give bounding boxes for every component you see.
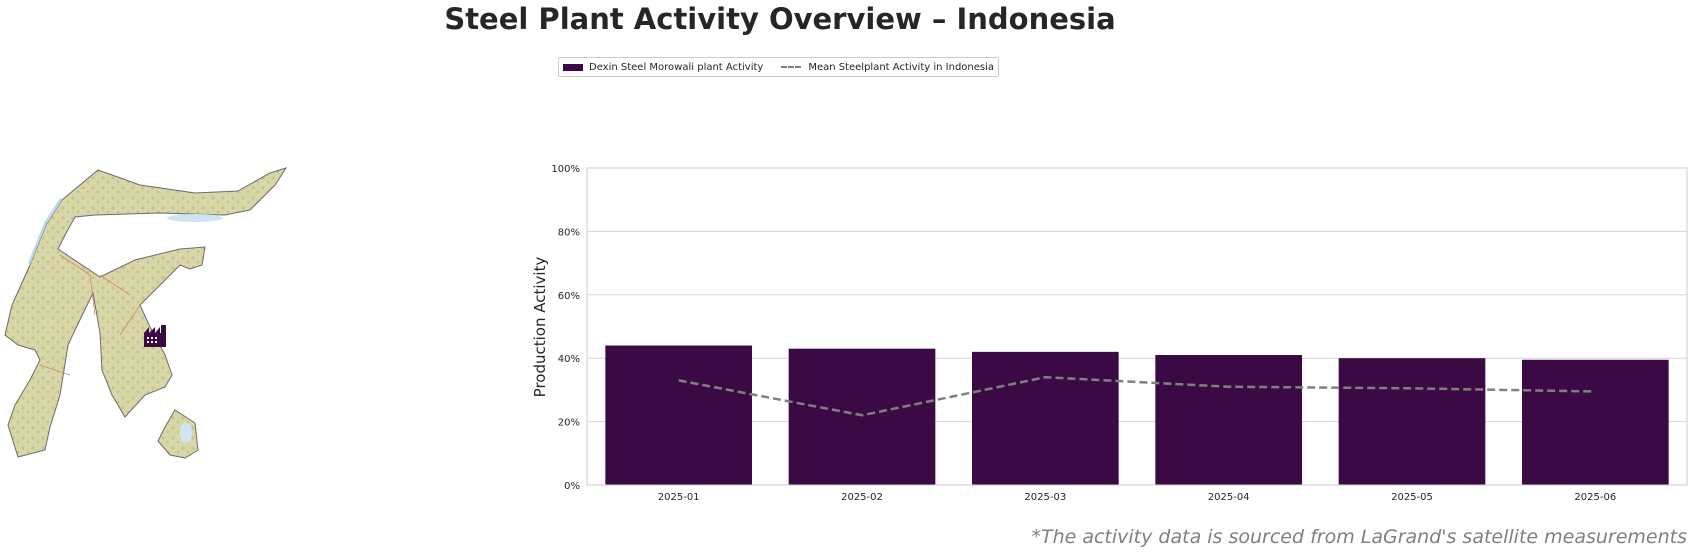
axes: 0% 20% 40% 60% 80% 100% 2025-01 2025-02 2025-03 2… [551,164,1688,503]
x-tick-label: 2025-04 [1208,492,1250,503]
map-province-border [39,254,141,376]
bar-2025-04 [1155,355,1302,485]
sulawesi-map [4,167,288,459]
x-tick-label: 2025-03 [1024,492,1066,503]
legend-entry-mean: Mean Steelplant Activity in Indonesia [781,62,994,73]
y-tick-label: 20% [558,418,580,429]
x-tick-label: 2025-02 [841,492,883,503]
y-axis-label: Production Activity [531,257,549,398]
bar-2025-05 [1338,358,1486,485]
legend-label-plant: Dexin Steel Morowali plant Activity [589,61,764,73]
y-tick-label: 40% [558,354,580,365]
y-tick-label: 100% [551,164,580,175]
plot-frame [586,167,1688,486]
chart-title: Steel Plant Activity Overview – Indonesi… [444,2,1116,36]
bars [605,345,1669,485]
bar-2025-02 [788,348,936,485]
map-lake-south [180,423,192,443]
factory-icon [144,325,166,347]
legend-swatch-dashed-line [781,66,802,68]
map-lake [167,214,223,222]
bar-2025-01 [605,345,752,485]
bar-2025-03 [972,351,1119,485]
legend-label-mean: Mean Steelplant Activity in Indonesia [808,61,995,73]
mean-line [678,375,1596,417]
x-tick-label: 2025-01 [658,492,700,503]
x-tick-label: 2025-05 [1391,492,1433,503]
bar-2025-06 [1522,359,1669,485]
source-note: *The activity data is sourced from LaGra… [1031,526,1687,548]
chart-legend: Dexin Steel Morowali plant Activity Mean… [558,57,1000,77]
legend-swatch-bar [563,63,583,71]
x-tick-label: 2025-06 [1574,492,1616,503]
map-coast-water [28,198,62,265]
legend-entry-plant: Dexin Steel Morowali plant Activity [563,62,763,73]
y-tick-label: 0% [564,481,580,492]
mean-activity-line [678,375,1596,417]
map-peninsula-southeast [157,409,199,459]
y-tick-label: 80% [558,227,580,238]
y-tick-label: 60% [558,291,580,302]
